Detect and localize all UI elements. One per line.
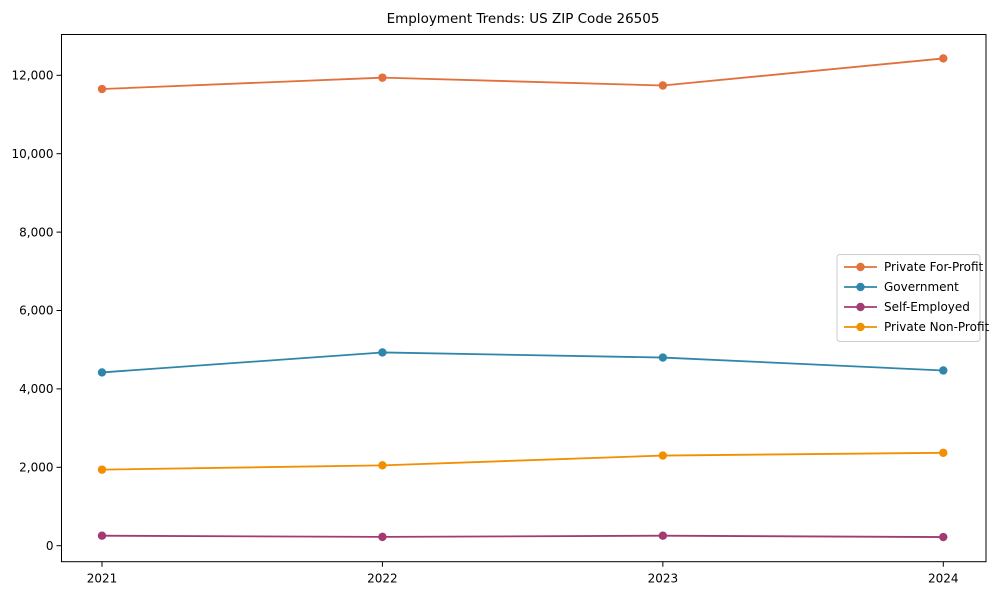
- legend-box: [836, 254, 981, 342]
- plot-area: [61, 34, 987, 563]
- data-point-government-2024: [939, 366, 948, 375]
- data-point-private-for-profit-2021: [97, 84, 107, 94]
- legend-entry-government: Government: [844, 280, 959, 294]
- legend-entry-private-non-profit: Private Non-Profit: [844, 320, 990, 334]
- data-point-private-non-profit-2024: [939, 448, 948, 457]
- y-axis-tick-label: 10,000: [12, 147, 54, 161]
- y-axis-tick-label: 12,000: [12, 69, 54, 83]
- legend-swatch-marker-government: [856, 282, 865, 292]
- series-line-government: [101, 351, 944, 374]
- legend-swatch-marker-private-non-profit: [856, 322, 865, 332]
- data-point-private-for-profit-2022: [378, 73, 387, 82]
- legend-label-private-for-profit: Private For-Profit: [884, 260, 984, 274]
- series-line-private-for-profit: [101, 57, 944, 90]
- data-point-private-non-profit-2023: [658, 451, 668, 460]
- x-axis-tick-label: 2023: [648, 572, 679, 586]
- y-axis-tick-label: 2,000: [19, 461, 53, 475]
- legend-entry-self-employed: Self-Employed: [844, 300, 970, 314]
- legend-label-private-non-profit: Private Non-Profit: [884, 320, 990, 334]
- data-point-government-2023: [658, 353, 668, 362]
- data-point-self-employed-2022: [378, 532, 387, 542]
- chart-title: Employment Trends: US ZIP Code 26505: [386, 11, 660, 27]
- data-point-private-for-profit-2023: [658, 81, 668, 90]
- data-point-private-non-profit-2021: [97, 465, 107, 474]
- x-axis-tick-label: 2022: [367, 572, 398, 586]
- y-axis-tick-label: 6,000: [19, 304, 53, 318]
- series-line-self-employed: [101, 534, 944, 538]
- legend-label-self-employed: Self-Employed: [884, 300, 970, 314]
- data-point-self-employed-2024: [939, 532, 948, 542]
- legend: Private For-Profit Government Self-Employe…: [836, 254, 990, 342]
- data-point-government-2022: [378, 348, 387, 357]
- y-axis-tick-label: 0: [46, 539, 54, 553]
- legend-swatch-marker-self-employed: [856, 302, 865, 312]
- series-line-private-non-profit: [101, 451, 944, 471]
- data-point-government-2021: [97, 368, 107, 377]
- data-point-private-non-profit-2022: [378, 461, 387, 470]
- data-point-private-for-profit-2024: [939, 54, 948, 63]
- x-axis-tick-label: 2021: [87, 572, 118, 586]
- data-point-self-employed-2021: [97, 531, 107, 540]
- legend-swatch-marker-private-for-profit: [856, 262, 865, 272]
- x-axis-tick-label: 2024: [928, 572, 959, 586]
- y-axis-tick-label: 8,000: [19, 225, 53, 239]
- data-point-self-employed-2023: [658, 531, 668, 540]
- legend-entry-private-for-profit: Private For-Profit: [844, 260, 984, 274]
- y-axis-tick-label: 4,000: [19, 382, 53, 396]
- legend-label-government: Government: [884, 280, 959, 294]
